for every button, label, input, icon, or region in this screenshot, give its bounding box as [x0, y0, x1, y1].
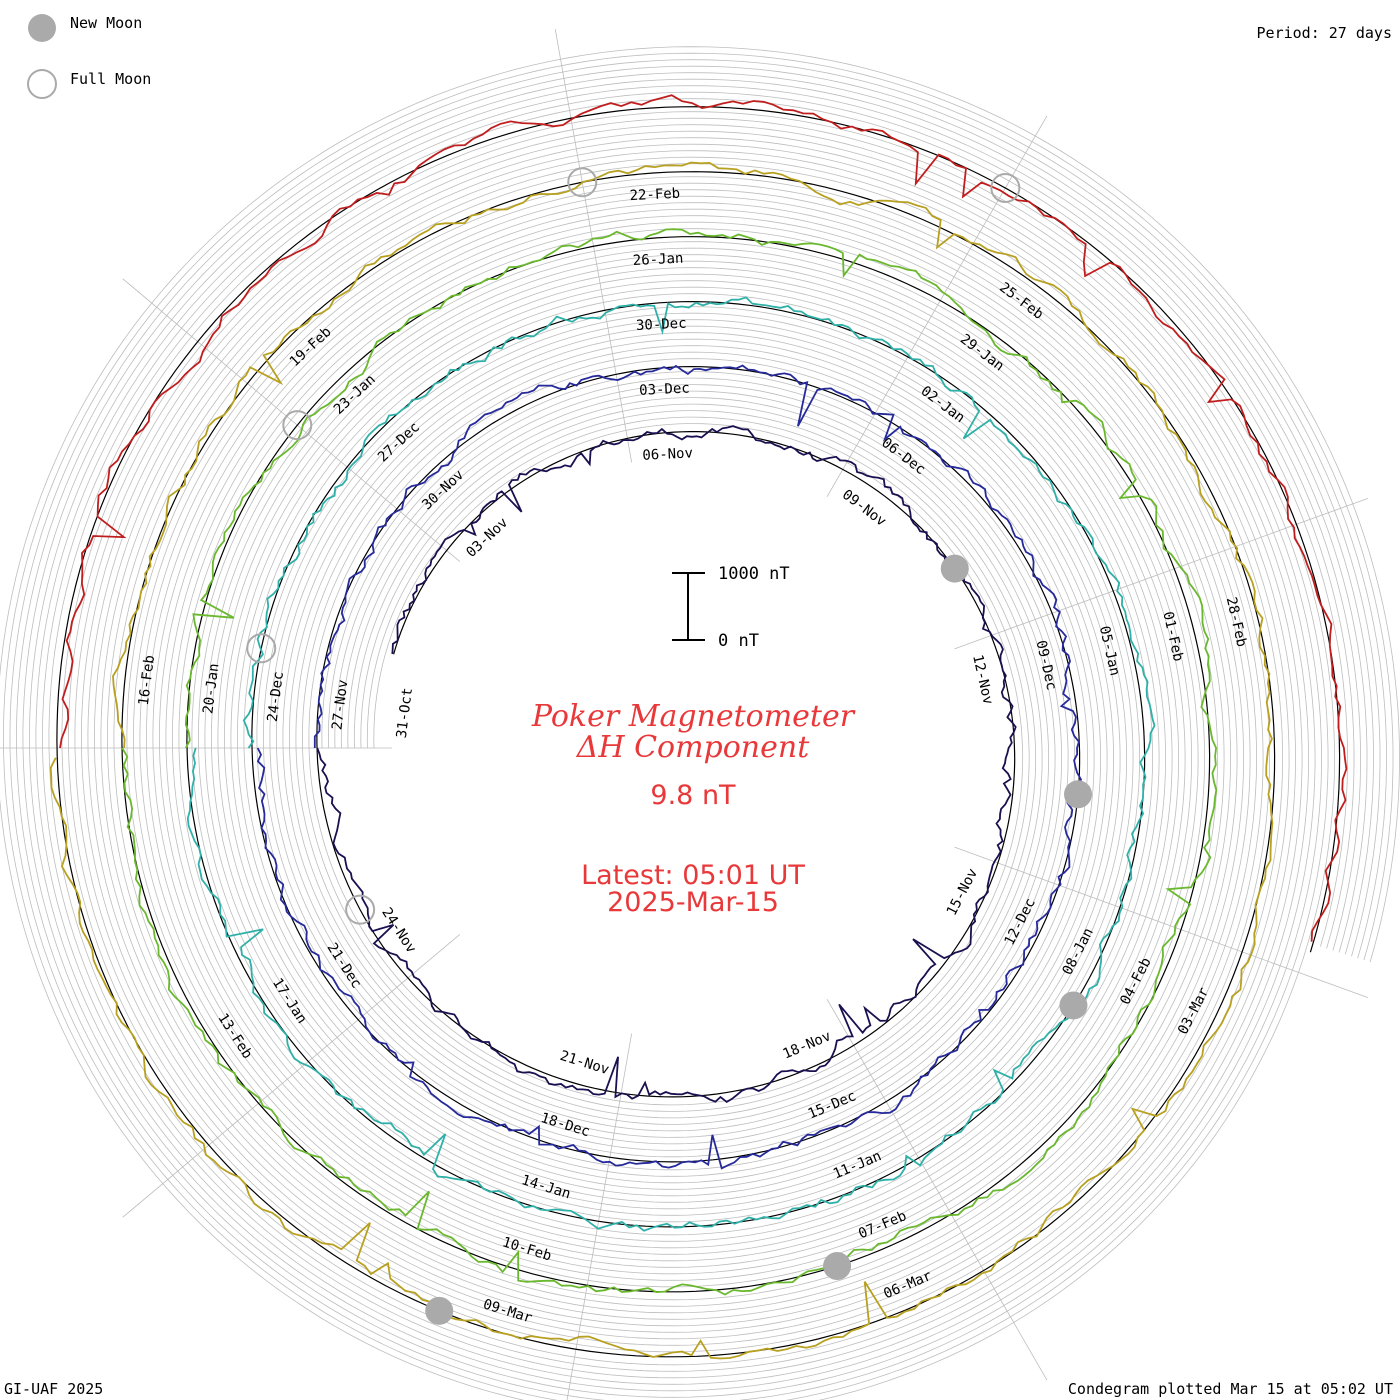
period-spoke: [954, 497, 1369, 650]
latest-date: 2025-Mar-15: [607, 887, 779, 918]
date-label: 27-Nov: [329, 679, 351, 731]
date-label: 15-Dec: [806, 1088, 859, 1122]
scale-top-label: 1000 nT: [718, 564, 790, 584]
new-moon-marker: [1059, 991, 1088, 1020]
date-label: 12-Dec: [1002, 896, 1039, 948]
period-spoke: [122, 278, 461, 562]
chart-title: Poker Magnetometer: [531, 699, 856, 734]
trace-rotation-2: [256, 364, 1082, 1170]
new-moon-marker: [1064, 780, 1093, 809]
full-moon-marker: [246, 633, 277, 664]
magnetometer-traces: [49, 94, 1348, 1360]
period-label: Period: 27 days: [1257, 24, 1392, 42]
grid-ring: [3, 52, 1394, 1400]
date-label: 30-Dec: [636, 316, 687, 334]
date-label: 16-Feb: [136, 654, 158, 706]
new-moon-marker: [940, 554, 969, 583]
date-label: 04-Feb: [1117, 955, 1154, 1007]
full-moon-marker: [345, 894, 376, 925]
trace-rotation-6: [59, 94, 1348, 942]
new-moon-marker: [425, 1296, 454, 1325]
grid-ring: [22, 72, 1374, 1392]
date-label: 06-Nov: [642, 445, 693, 463]
date-label: 06-Mar: [881, 1268, 934, 1302]
chart-subtitle: ΔH Component: [576, 730, 810, 765]
grid-ring: [48, 98, 1348, 1366]
new-moon-marker: [823, 1252, 852, 1281]
trace-rotation-1: [316, 425, 1017, 1103]
date-label: 11-Jan: [831, 1148, 884, 1182]
credit-label: GI-UAF 2025: [4, 1380, 103, 1398]
grid-ring: [0, 46, 1400, 1400]
scale-bottom-label: 0 nT: [718, 631, 759, 651]
period-spoke: [122, 934, 461, 1218]
grid-ring: [16, 65, 1381, 1398]
full-moon-legend-label: Full Moon: [70, 70, 151, 88]
date-label: 19-Feb: [287, 324, 335, 370]
period-spoke: [826, 998, 1048, 1381]
date-label: 08-Jan: [1060, 925, 1097, 977]
full-moon-marker: [282, 410, 313, 441]
date-label: 24-Dec: [265, 671, 287, 723]
current-value: 9.8 nT: [650, 780, 736, 811]
grid-ring: [35, 85, 1361, 1379]
trace-rotation-3: [186, 296, 1156, 1232]
full-moon-legend-icon: [27, 69, 57, 99]
period-spoke: [826, 115, 1048, 498]
trace-rotation-5: [49, 161, 1274, 1360]
period-spokes: [0, 29, 1369, 1400]
date-label: 30-Nov: [419, 467, 467, 513]
new-moon-legend-icon: [28, 14, 56, 42]
full-moon-marker: [567, 167, 598, 198]
date-label: 26-Jan: [632, 251, 683, 269]
period-spoke: [566, 1033, 633, 1400]
full-moon-marker: [990, 172, 1021, 203]
grid-ring: [9, 59, 1387, 1400]
date-label: 27-Dec: [375, 419, 423, 465]
date-label: 18-Nov: [781, 1028, 834, 1062]
latest-time: Latest: 05:01 UT: [581, 860, 805, 891]
grid-ring: [28, 78, 1368, 1385]
date-label: 21-Nov: [558, 1048, 611, 1078]
new-moon-legend-label: New Moon: [70, 14, 142, 32]
date-label: 12-Nov: [969, 653, 996, 706]
date-label: 03-Dec: [639, 380, 690, 398]
period-spoke: [954, 846, 1369, 999]
date-label: 03-Nov: [463, 515, 511, 561]
date-label: 03-Mar: [1175, 985, 1212, 1037]
date-label: 20-Jan: [200, 663, 222, 715]
trace-rotation-4: [121, 228, 1218, 1296]
date-label: 31-Oct: [394, 687, 416, 739]
plotted-label: Condegram plotted Mar 15 at 05:02 UT: [1068, 1380, 1393, 1398]
scale-bar: [672, 572, 705, 641]
date-label: 07-Feb: [856, 1208, 909, 1242]
date-label: 22-Feb: [629, 186, 680, 204]
moon-markers: [246, 167, 1093, 1325]
